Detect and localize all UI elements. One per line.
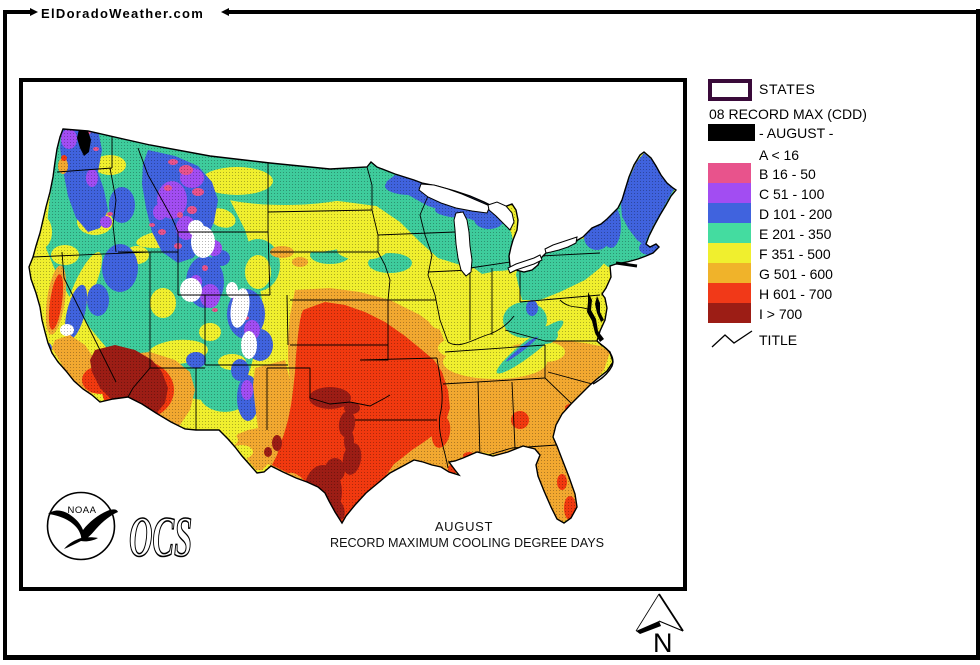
svg-text:N: N	[653, 628, 673, 658]
svg-text:OCS: OCS	[129, 512, 192, 562]
svg-text:NOAA: NOAA	[68, 505, 97, 516]
